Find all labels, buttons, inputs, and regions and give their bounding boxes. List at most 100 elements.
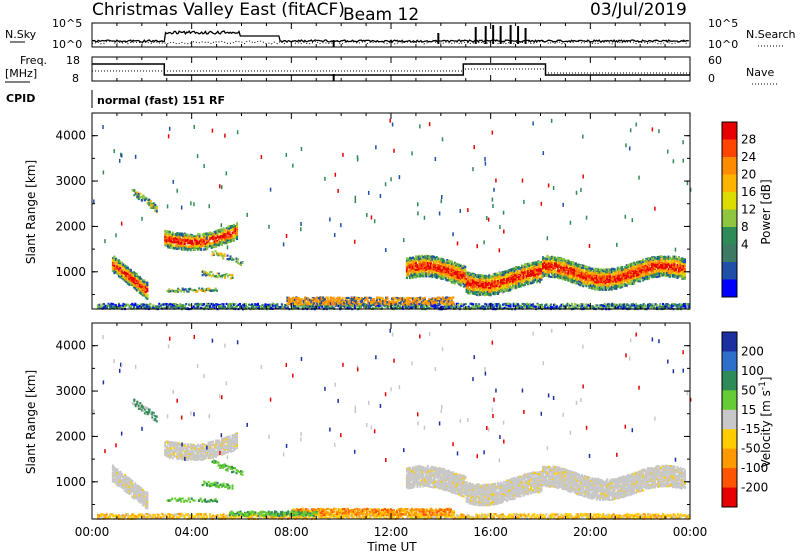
echo-cell: [122, 275, 125, 278]
echo-cell: [437, 296, 440, 299]
echo-cell: [167, 231, 170, 234]
echo-cell: [584, 303, 587, 306]
echo-cell: [684, 302, 687, 306]
echo-cell: [362, 298, 365, 301]
echo-cell: [596, 305, 599, 309]
echo-cell: [131, 278, 134, 281]
echo-cell: [431, 300, 434, 303]
echo-cell: [137, 305, 140, 308]
echo-cell: [150, 306, 153, 309]
echo-cell: [114, 304, 117, 307]
echo-cell: [267, 303, 270, 306]
echo-cell: [446, 300, 449, 303]
echo-cell: [308, 301, 311, 305]
echo-cell: [183, 241, 186, 244]
echo-cell: [331, 297, 334, 300]
echo-cell: [125, 278, 128, 281]
echo-cell: [395, 305, 398, 308]
echo-cell: [529, 303, 532, 306]
echo-cell: [174, 241, 177, 244]
echo-cell: [623, 303, 626, 306]
echo-cell: [379, 300, 382, 303]
echo-cell: [415, 304, 418, 308]
echo-cell: [422, 306, 425, 309]
echo-cell: [120, 305, 123, 309]
echo-cell: [346, 301, 349, 304]
echo-cell: [170, 239, 173, 242]
echo-cell: [426, 300, 429, 304]
echo-cell: [355, 302, 358, 306]
echo-cell: [230, 307, 233, 310]
echo-cell: [429, 301, 432, 304]
echo-cell: [382, 297, 385, 300]
echo-cell: [122, 274, 125, 277]
echo-cell: [119, 272, 122, 275]
echo-cell: [218, 306, 221, 309]
echo-cell: [317, 300, 320, 303]
echo-cell: [641, 307, 644, 310]
echo-cell: [209, 231, 212, 234]
echo-cell: [473, 306, 476, 310]
echo-cell: [117, 304, 120, 307]
echo-cell: [146, 294, 149, 297]
nave-line: [92, 68, 690, 74]
echo-cell: [538, 305, 541, 309]
echo-cell: [401, 302, 404, 305]
echo-cell: [286, 296, 289, 299]
echo-cell: [398, 304, 401, 308]
echo-cell: [195, 239, 198, 243]
echo-cell: [182, 236, 185, 239]
echo-cell: [612, 304, 615, 307]
echo-cell: [206, 304, 209, 307]
echo-cell: [405, 298, 408, 301]
echo-cell: [143, 292, 146, 295]
echo-cell: [183, 238, 186, 241]
echo-cell: [176, 245, 179, 248]
echo-cell: [209, 235, 212, 238]
echo-cell: [512, 305, 515, 308]
echo-cell: [218, 304, 221, 308]
echo-cell: [276, 306, 279, 309]
echo-cell: [197, 306, 200, 309]
echo-cell: [197, 241, 200, 244]
echo-cell: [435, 298, 438, 301]
echo-cell: [603, 302, 606, 305]
echo-cell: [98, 306, 101, 310]
echo-cell: [276, 307, 279, 310]
echo-cell: [164, 235, 167, 238]
echo-cell: [134, 274, 137, 277]
echo-cell: [548, 304, 551, 307]
echo-cell: [379, 298, 382, 301]
echo-cell: [496, 305, 499, 308]
echo-cell: [180, 306, 183, 310]
echo-cell: [484, 305, 487, 309]
echo-cell: [426, 303, 429, 306]
echo-cell: [323, 301, 326, 304]
echo-cell: [135, 279, 138, 282]
echo-cell: [304, 297, 307, 301]
echo-cell: [438, 302, 441, 305]
echo-cell: [355, 296, 358, 300]
echo-cell: [126, 271, 129, 274]
echo-cell: [419, 296, 422, 299]
echo-cell: [207, 304, 210, 307]
echo-cell: [417, 298, 420, 302]
echo-cell: [285, 307, 288, 310]
freq-tick-bottom: 8: [72, 72, 79, 85]
echo-cell: [515, 304, 518, 307]
echo-cell: [326, 302, 329, 305]
echo-cell: [532, 306, 535, 309]
echo-cell: [192, 305, 195, 308]
echo-cell: [591, 306, 594, 309]
echo-cell: [490, 302, 493, 305]
echo-cell: [134, 302, 137, 305]
echo-cell: [116, 272, 119, 275]
echo-cell: [176, 306, 179, 309]
echo-cell: [542, 306, 545, 309]
echo-cell: [327, 305, 330, 308]
echo-cell: [173, 304, 176, 308]
echo-cell: [176, 235, 179, 238]
echo-cell: [223, 255, 226, 258]
echo-cell: [337, 302, 340, 305]
echo-cell: [210, 302, 213, 306]
